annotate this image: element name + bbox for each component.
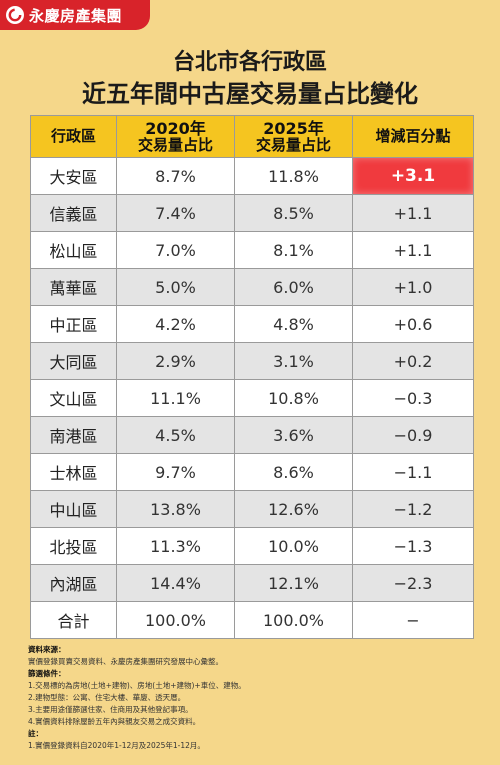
cell-district: 文山區 <box>30 379 117 417</box>
table-row: 北投區 11.3% 10.0% −1.3 <box>30 527 474 565</box>
cell-2025: 8.6% <box>234 453 353 491</box>
cell-change: +1.0 <box>352 268 474 306</box>
table-row: 中山區 13.8% 12.6% −1.2 <box>30 490 474 528</box>
table-row: 信義區 7.4% 8.5% +1.1 <box>30 194 474 232</box>
header-2020-year: 2020年 <box>145 118 206 138</box>
table-row: 南港區 4.5% 3.6% −0.9 <box>30 416 474 454</box>
cell-2020: 7.4% <box>116 194 235 232</box>
filter-item: 2.建物型態：公寓、住宅大樓、華廈、透天厝。 <box>28 693 186 702</box>
cell-district: 松山區 <box>30 231 117 269</box>
cell-2020: 9.7% <box>116 453 235 491</box>
cell-2025: 12.6% <box>234 490 353 528</box>
header-2025-year: 2025年 <box>263 118 324 138</box>
filter-item: 3.主要用途僅篩選住家、住商用及其他登記事項。 <box>28 705 193 714</box>
cell-district: 大安區 <box>30 157 117 195</box>
cell-2020: 14.4% <box>116 564 235 602</box>
table-total-row: 合計 100.0% 100.0% − <box>30 601 474 639</box>
header-change: 增減百分點 <box>352 115 474 158</box>
cell-change-highlight: +3.1 <box>352 157 474 195</box>
table-header-row: 行政區 2020年 交易量占比 2025年 交易量占比 增減百分點 <box>30 115 474 158</box>
cell-change: −1.3 <box>352 527 474 565</box>
cell-district: 內湖區 <box>30 564 117 602</box>
source-text: 實價登錄買賣交易資料、永慶房產集團研究發展中心彙整。 <box>28 657 223 666</box>
cell-total-change: − <box>352 601 474 639</box>
table-row: 中正區 4.2% 4.8% +0.6 <box>30 305 474 343</box>
cell-change: −0.9 <box>352 416 474 454</box>
cell-change: +1.1 <box>352 231 474 269</box>
filter-item: 4.實價資料排除屋齡五年內與親友交易之成交資料。 <box>28 717 201 726</box>
cell-district: 信義區 <box>30 194 117 232</box>
cell-change: +0.6 <box>352 305 474 343</box>
header-2020: 2020年 交易量占比 <box>116 115 235 158</box>
cell-change: −1.1 <box>352 453 474 491</box>
cell-2020: 2.9% <box>116 342 235 380</box>
cell-district: 中山區 <box>30 490 117 528</box>
table-row: 萬華區 5.0% 6.0% +1.0 <box>30 268 474 306</box>
table-row: 內湖區 14.4% 12.1% −2.3 <box>30 564 474 602</box>
cell-total-2025: 100.0% <box>234 601 353 639</box>
cell-2025: 10.0% <box>234 527 353 565</box>
brand-logo: 永慶房產集團 <box>0 0 150 30</box>
filter-item: 1.交易標的為房地(土地+建物)、房地(土地+建物)+車位、建物。 <box>28 681 246 690</box>
cell-2025: 4.8% <box>234 305 353 343</box>
cell-2020: 5.0% <box>116 268 235 306</box>
cell-change: −1.2 <box>352 490 474 528</box>
cell-2025: 10.8% <box>234 379 353 417</box>
cell-district: 中正區 <box>30 305 117 343</box>
page-title-line2: 近五年間中古屋交易量占比變化 <box>82 80 418 108</box>
note-label: 註： <box>28 729 43 738</box>
cell-change: −2.3 <box>352 564 474 602</box>
cell-district: 士林區 <box>30 453 117 491</box>
header-district: 行政區 <box>30 115 117 158</box>
cell-2020: 7.0% <box>116 231 235 269</box>
cell-district: 南港區 <box>30 416 117 454</box>
cell-2020: 11.3% <box>116 527 235 565</box>
table-row: 松山區 7.0% 8.1% +1.1 <box>30 231 474 269</box>
cell-2025: 3.1% <box>234 342 353 380</box>
page-title-line1: 台北市各行政區 <box>172 50 327 75</box>
district-share-table: 行政區 2020年 交易量占比 2025年 交易量占比 增減百分點 大安區 8.… <box>30 115 474 639</box>
source-label: 資料來源： <box>28 645 66 654</box>
cell-2025: 6.0% <box>234 268 353 306</box>
brand-name: 永慶房產集團 <box>29 6 123 25</box>
footnotes: 資料來源： 實價登錄買賣交易資料、永慶房產集團研究發展中心彙整。 篩選條件： 1… <box>28 644 478 752</box>
header-2025-sub: 交易量占比 <box>255 135 331 154</box>
cell-change: +0.2 <box>352 342 474 380</box>
cell-2020: 4.5% <box>116 416 235 454</box>
table-row: 大同區 2.9% 3.1% +0.2 <box>30 342 474 380</box>
cell-total-2020: 100.0% <box>116 601 235 639</box>
cell-2025: 3.6% <box>234 416 353 454</box>
cell-change: +1.1 <box>352 194 474 232</box>
cell-total-label: 合計 <box>30 601 117 639</box>
filter-label: 篩選條件： <box>28 669 66 678</box>
cell-2025: 8.5% <box>234 194 353 232</box>
cell-2020: 11.1% <box>116 379 235 417</box>
cell-2025: 12.1% <box>234 564 353 602</box>
cell-2020: 8.7% <box>116 157 235 195</box>
table-row: 士林區 9.7% 8.6% −1.1 <box>30 453 474 491</box>
cell-2025: 8.1% <box>234 231 353 269</box>
cell-district: 大同區 <box>30 342 117 380</box>
table-row: 文山區 11.1% 10.8% −0.3 <box>30 379 474 417</box>
cell-change: −0.3 <box>352 379 474 417</box>
header-2025: 2025年 交易量占比 <box>234 115 353 158</box>
cell-2020: 13.8% <box>116 490 235 528</box>
cell-district: 萬華區 <box>30 268 117 306</box>
note-text: 1.實價登錄資料自2020年1-12月及2025年1-12月。 <box>28 741 205 750</box>
cell-2020: 4.2% <box>116 305 235 343</box>
brand-mark-icon <box>6 6 24 24</box>
header-2020-sub: 交易量占比 <box>137 135 213 154</box>
cell-2025: 11.8% <box>234 157 353 195</box>
table-row: 大安區 8.7% 11.8% +3.1 <box>30 157 474 195</box>
cell-district: 北投區 <box>30 527 117 565</box>
